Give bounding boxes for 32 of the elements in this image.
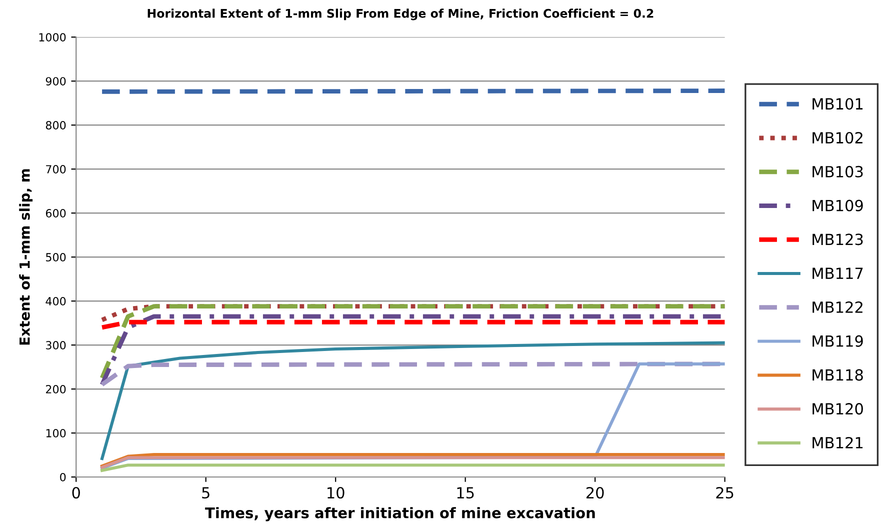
y-tick-label: 600 [46,209,66,218]
y-tick-label: 400 [46,297,66,306]
y-tick-label: 0 [60,472,66,482]
x-tick-label: 0 [72,486,80,499]
legend-label: MB119 [812,335,863,347]
y-tick-label: 200 [46,384,66,394]
x-axis-title: Times, years after initiation of mine excavation [205,507,595,522]
y-tick-label: 900 [46,77,66,86]
y-tick-label: 100 [46,428,66,438]
chart-title: Horizontal Extent of 1-mm Slip From Edge of Mine, Friction Coefficient = 0.2 [148,8,654,20]
legend-label: MB121 [812,436,863,448]
legend-label: MB102 [812,132,862,144]
y-axis-title: Extent of 1-mm slip, m [19,169,33,345]
legend-label: MB118 [812,369,863,381]
x-tick-label: 20 [586,486,604,499]
x-tick-label: 5 [202,487,210,499]
y-tick-label: 1000 [39,33,66,42]
legend-label: MB120 [812,403,863,415]
legend-label: MB122 [812,301,862,313]
line-series [100,341,725,460]
y-tick-label: 800 [46,121,66,130]
legend-label: MB123 [812,234,863,246]
y-tick-label: 300 [46,341,66,350]
y-tick-label: 500 [46,253,66,262]
y-tick-label: 700 [46,165,66,174]
legend-label: MB109 [812,200,863,212]
x-tick-label: 10 [328,486,344,499]
x-tick-label: 25 [716,486,734,499]
legend-label: MB103 [812,166,863,178]
legend-label: MB117 [812,268,863,279]
legend-label: MB101 [812,98,863,110]
x-tick-label: 15 [457,487,474,499]
